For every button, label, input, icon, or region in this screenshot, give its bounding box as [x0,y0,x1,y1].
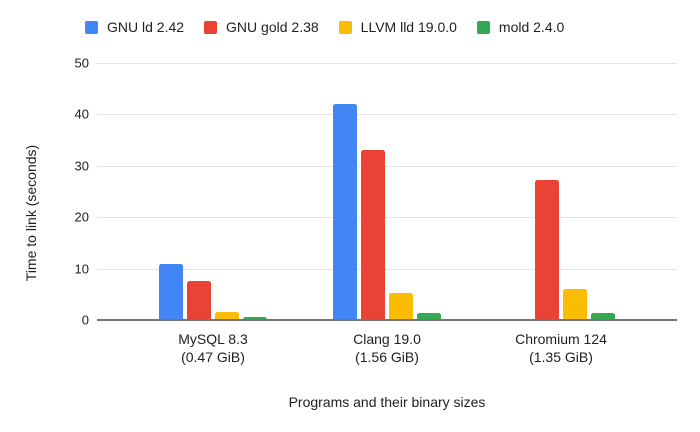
bar-clang-19-0-llvm-lld-19-0-0[interactable] [389,293,413,320]
y-tick-label-40: 40 [74,106,89,122]
legend-item-llvm-lld-19-0-0: LLVM lld 19.0.0 [338,19,457,35]
bar-mysql-8-3-llvm-lld-19-0-0[interactable] [215,311,239,320]
gridline-30 [97,165,677,167]
legend-item-gnu-gold-2-38: GNU gold 2.38 [204,19,319,35]
gridline-20 [97,217,677,219]
y-tick-label-0: 0 [81,312,89,328]
y-tick-label-50: 50 [74,55,89,71]
category-binary-size: (0.47 GiB) [181,349,245,365]
legend-item-mold-2-4-0: mold 2.4.0 [476,19,565,35]
y-tick-label-30: 30 [74,158,89,174]
bar-mysql-8-3-gnu-gold-2-38[interactable] [187,281,211,320]
x-axis-title: Programs and their binary sizes [288,394,486,410]
gridline-10 [97,268,677,270]
legend-label: LLVM lld 19.0.0 [360,19,457,35]
legend-label: mold 2.4.0 [498,19,565,35]
bar-mysql-8-3-mold-2-4-0[interactable] [243,317,267,320]
x-category-label-mysql-8-3: MySQL 8.3 (0.47 GiB) [178,330,248,366]
category-binary-size: (1.35 GiB) [529,349,593,365]
category-name: Chromium 124 [515,331,607,347]
x-category-label-chromium-124: Chromium 124 (1.35 GiB) [515,330,607,366]
bar-chromium-124-llvm-lld-19-0-0[interactable] [563,288,587,320]
bar-chromium-124-gnu-gold-2-38[interactable] [535,179,559,320]
plot-area [97,63,677,321]
legend-swatch-gnu-ld-2-42 [85,20,98,34]
category-name: Clang 19.0 [353,331,421,347]
legend-item-gnu-ld-2-42: GNU ld 2.42 [85,19,184,35]
bar-group-clang-19-0 [333,63,441,320]
bar-mysql-8-3-gnu-ld-2-42[interactable] [159,263,183,320]
legend: GNU ld 2.42 GNU gold 2.38 LLVM lld 19.0.0 m… [85,19,564,35]
bar-group-chromium-124 [507,63,615,320]
y-tick-label-20: 20 [74,209,89,225]
bar-clang-19-0-gnu-ld-2-42[interactable] [333,103,357,320]
category-binary-size: (1.56 GiB) [355,349,419,365]
bar-clang-19-0-gnu-gold-2-38[interactable] [361,150,385,320]
category-name: MySQL 8.3 [178,331,248,347]
bar-group-mysql-8-3 [159,63,267,320]
x-axis-line [97,319,677,321]
legend-swatch-mold-2-4-0 [476,20,490,34]
legend-swatch-llvm-lld-19-0-0 [338,20,352,34]
legend-swatch-gnu-gold-2-38 [204,20,218,34]
legend-label: GNU ld 2.42 [107,19,185,35]
bar-groups [97,63,677,320]
x-axis-category-labels: MySQL 8.3 (0.47 GiB) Clang 19.0 (1.56 GiB) C… [97,330,677,372]
legend-label: GNU gold 2.38 [226,19,319,35]
y-tick-label-10: 10 [74,261,89,277]
bar-chromium-124-mold-2-4-0[interactable] [591,313,615,320]
y-axis-tick-labels: 0 10 20 30 40 50 [0,56,89,328]
gridline-50 [97,63,677,64]
x-category-label-clang-19-0: Clang 19.0 (1.56 GiB) [353,330,421,366]
bar-clang-19-0-mold-2-4-0[interactable] [417,312,441,320]
gridline-40 [97,114,677,116]
